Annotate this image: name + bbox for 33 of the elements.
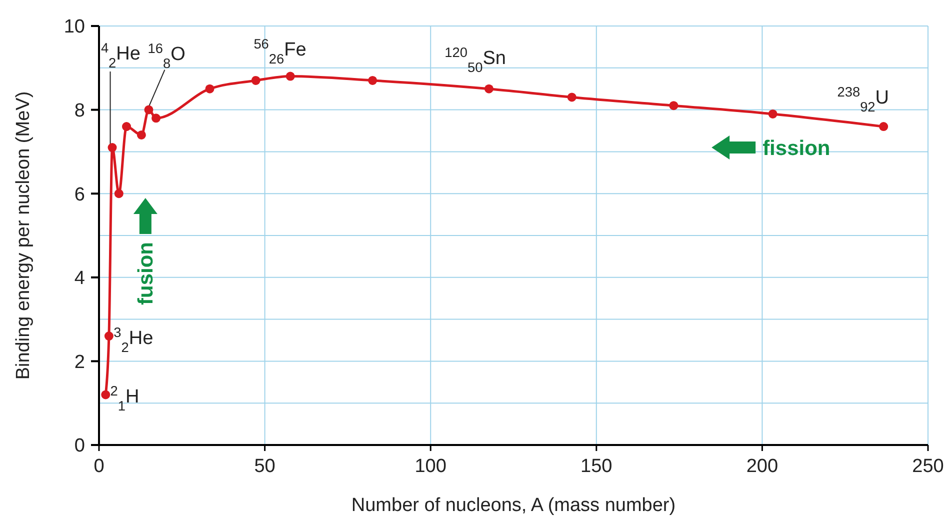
- x-tick-label: 50: [254, 456, 276, 477]
- point: [108, 143, 117, 152]
- y-tick-label: 8: [74, 100, 85, 122]
- y-tick-label: 4: [74, 268, 86, 290]
- x-tick-label: 0: [94, 456, 104, 477]
- point: [879, 122, 888, 132]
- point: [768, 109, 778, 118]
- point: [144, 105, 154, 114]
- y-tick-label: 2: [74, 352, 85, 373]
- point: [567, 92, 576, 102]
- point: [669, 101, 678, 110]
- point: [104, 332, 114, 341]
- x-tick-label: 100: [414, 456, 446, 477]
- y-tick-label: 0: [74, 436, 85, 457]
- x-tick-label: 200: [746, 456, 778, 477]
- point: [368, 76, 378, 85]
- point: [101, 390, 110, 400]
- annotation: fusion: [134, 242, 158, 305]
- annotation: fission: [762, 136, 830, 160]
- point: [205, 84, 214, 94]
- point: [152, 114, 161, 123]
- y-tick-label: 6: [74, 184, 85, 206]
- point: [136, 130, 146, 140]
- y-axis-title: Binding energy per nucleon (MeV): [13, 91, 34, 380]
- x-axis-title: Number of nucleons, A (mass number): [351, 495, 676, 516]
- y-tick-label: 10: [64, 16, 85, 38]
- point: [484, 84, 494, 94]
- x-tick-label: 250: [912, 456, 944, 477]
- point: [122, 122, 132, 132]
- x-tick-label: 150: [580, 456, 612, 477]
- point: [286, 72, 295, 81]
- point: [251, 76, 260, 85]
- point: [114, 189, 124, 198]
